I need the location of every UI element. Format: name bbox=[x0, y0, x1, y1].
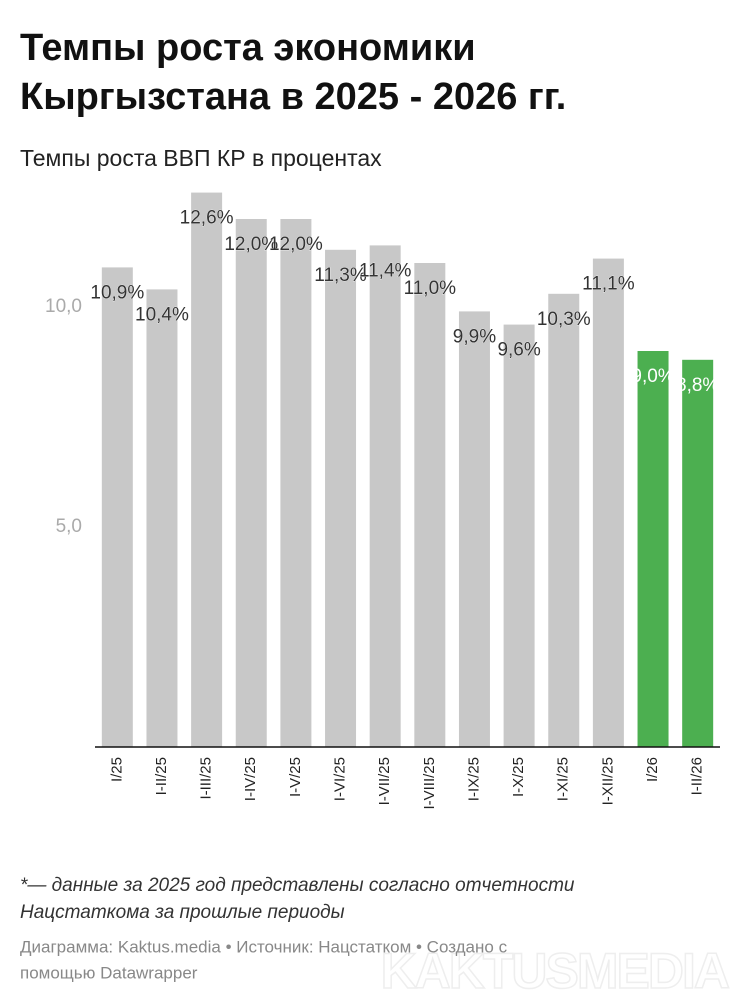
bar bbox=[146, 289, 178, 747]
x-tick-label: I-III/25 bbox=[198, 757, 215, 800]
value-label: 9,6% bbox=[497, 340, 540, 361]
subtitle: Темпы роста ВВП КР в процентах bbox=[20, 145, 382, 171]
bar bbox=[637, 351, 669, 747]
x-tick-label: I-X/25 bbox=[510, 757, 527, 797]
bar bbox=[414, 263, 446, 747]
x-tick-label: I-XII/25 bbox=[599, 757, 616, 805]
y-tick-label: 10,0 bbox=[45, 296, 82, 317]
x-tick-label: I-VIII/25 bbox=[421, 757, 438, 810]
chart-title: Кыргызстана в 2025 - 2026 гг. bbox=[20, 76, 566, 118]
bar bbox=[280, 219, 312, 747]
value-label: 12,0% bbox=[224, 234, 278, 255]
value-label: 9,9% bbox=[453, 326, 496, 347]
value-label: 10,3% bbox=[537, 309, 591, 330]
value-label: 8,8% bbox=[676, 375, 719, 396]
bar bbox=[191, 192, 223, 748]
value-label: 11,1% bbox=[582, 274, 635, 295]
value-label: 10,4% bbox=[135, 304, 189, 325]
x-tick-label: I/26 bbox=[644, 757, 661, 782]
value-label: 11,0% bbox=[404, 278, 457, 299]
footnote: Нацстаткома за прошлые периоды bbox=[20, 902, 345, 923]
value-label: 10,9% bbox=[90, 282, 144, 303]
value-label: 11,3% bbox=[314, 265, 367, 286]
x-tick-label: I-VI/25 bbox=[332, 757, 349, 801]
bar bbox=[682, 359, 714, 747]
footnote: *— данные за 2025 год представлены согла… bbox=[20, 875, 575, 896]
credit: Диаграмма: Kaktus.media • Источник: Нацс… bbox=[20, 937, 508, 956]
x-tick-label: I-IX/25 bbox=[465, 757, 482, 801]
x-tick-label: I/25 bbox=[108, 757, 125, 782]
value-label: 11,4% bbox=[359, 260, 412, 281]
value-label: 9,0% bbox=[631, 366, 674, 387]
credit: помощью Datawrapper bbox=[20, 963, 198, 982]
y-tick-label: 5,0 bbox=[56, 516, 82, 537]
value-label: 12,6% bbox=[180, 208, 234, 229]
watermark: KAKTUSMEDIA bbox=[381, 943, 729, 999]
bar bbox=[458, 311, 490, 747]
x-tick-label: I-XI/25 bbox=[555, 757, 572, 801]
x-tick-label: I-IV/25 bbox=[242, 757, 259, 801]
bar bbox=[503, 324, 535, 747]
value-label: 12,0% bbox=[269, 234, 323, 255]
bar bbox=[325, 249, 357, 748]
bar bbox=[592, 258, 624, 747]
chart-title: Темпы роста экономики bbox=[20, 27, 476, 69]
bar bbox=[369, 245, 401, 747]
x-tick-label: I-V/25 bbox=[287, 757, 304, 797]
x-tick-label: I-II/25 bbox=[153, 757, 170, 795]
bar bbox=[101, 267, 133, 747]
bar bbox=[235, 219, 267, 747]
bar bbox=[548, 293, 580, 747]
x-tick-label: I-VII/25 bbox=[376, 757, 393, 805]
x-tick-label: I-II/26 bbox=[689, 757, 706, 795]
